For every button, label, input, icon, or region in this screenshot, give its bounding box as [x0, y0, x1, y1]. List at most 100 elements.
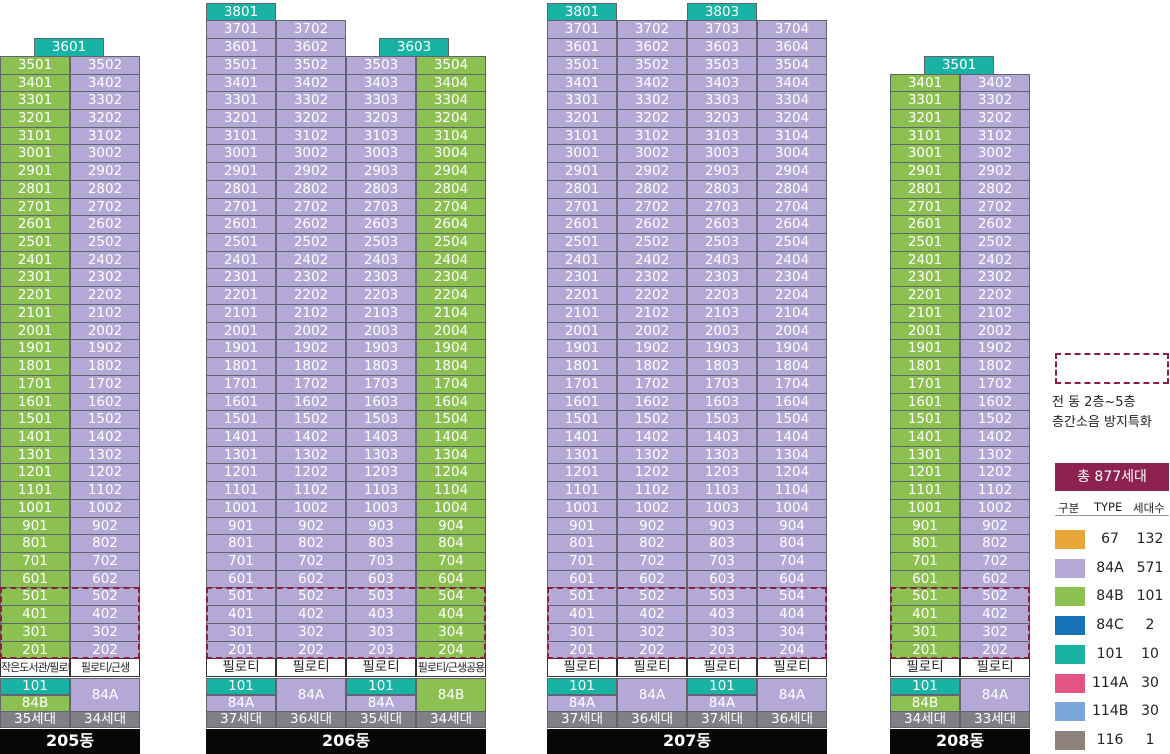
- unit-cell[interactable]: 203: [687, 640, 757, 660]
- unit-cell[interactable]: 2501: [547, 233, 617, 252]
- unit-cell[interactable]: 601: [0, 569, 70, 589]
- unit-cell[interactable]: 1601: [547, 392, 617, 412]
- unit-cell[interactable]: 3304: [757, 91, 827, 110]
- unit-cell[interactable]: 1602: [960, 392, 1030, 412]
- unit-cell[interactable]: 1304: [416, 445, 486, 465]
- unit-cell[interactable]: 3404: [757, 73, 827, 93]
- unit-cell[interactable]: 801: [0, 534, 70, 553]
- unit-cell[interactable]: 2401: [0, 250, 70, 270]
- unit-cell[interactable]: 1604: [416, 392, 486, 412]
- unit-cell[interactable]: 2603: [346, 215, 416, 235]
- unit-cell[interactable]: 2401: [890, 250, 960, 270]
- unit-cell[interactable]: 3501: [0, 55, 70, 75]
- unit-cell[interactable]: 2002: [276, 321, 346, 341]
- unit-cell[interactable]: 3202: [70, 109, 140, 128]
- unit-cell[interactable]: 804: [757, 534, 827, 553]
- unit-cell[interactable]: 3404: [416, 73, 486, 93]
- unit-cell[interactable]: 2402: [617, 250, 687, 270]
- unit-cell[interactable]: 1401: [206, 427, 276, 447]
- unit-cell[interactable]: 3304: [416, 91, 486, 110]
- unit-cell[interactable]: 1701: [547, 374, 617, 394]
- unit-cell[interactable]: 302: [70, 622, 140, 642]
- unit-cell[interactable]: 3403: [687, 73, 757, 93]
- unit-cell[interactable]: 304: [757, 622, 827, 642]
- unit-cell[interactable]: 201: [206, 640, 276, 660]
- unit-cell[interactable]: 3202: [960, 109, 1030, 128]
- unit-cell[interactable]: 1702: [617, 374, 687, 394]
- rooftop-unit[interactable]: 3603: [379, 38, 449, 57]
- unit-cell[interactable]: 1202: [960, 463, 1030, 483]
- unit-cell[interactable]: 2502: [276, 233, 346, 252]
- unit-cell[interactable]: 3601: [206, 38, 276, 57]
- unit-cell[interactable]: 502: [70, 587, 140, 607]
- unit-cell[interactable]: 2704: [757, 197, 827, 217]
- unit-cell[interactable]: 603: [346, 569, 416, 589]
- rooftop-unit[interactable]: 3501: [924, 55, 994, 75]
- unit-cell[interactable]: 1502: [70, 410, 140, 429]
- unit-cell[interactable]: 2601: [0, 215, 70, 235]
- unit-cell[interactable]: 3202: [617, 109, 687, 128]
- unit-cell[interactable]: 1101: [206, 481, 276, 500]
- unit-cell[interactable]: 1603: [687, 392, 757, 412]
- unit-cell[interactable]: 1601: [0, 392, 70, 412]
- unit-cell[interactable]: 2001: [890, 321, 960, 341]
- unit-cell[interactable]: 1902: [960, 339, 1030, 359]
- unit-cell[interactable]: 1502: [960, 410, 1030, 429]
- unit-cell[interactable]: 2503: [346, 233, 416, 252]
- unit-cell[interactable]: 1104: [416, 481, 486, 500]
- unit-cell[interactable]: 2802: [276, 179, 346, 199]
- unit-cell[interactable]: 2903: [346, 162, 416, 181]
- unit-cell[interactable]: 1401: [890, 427, 960, 447]
- unit-cell[interactable]: 1902: [276, 339, 346, 359]
- unit-cell[interactable]: 1704: [416, 374, 486, 394]
- unit-cell[interactable]: 3302: [276, 91, 346, 110]
- unit-cell[interactable]: 2103: [346, 303, 416, 323]
- unit-cell[interactable]: 2202: [276, 286, 346, 305]
- unit-cell[interactable]: 1301: [890, 445, 960, 465]
- unit-cell[interactable]: 3002: [276, 144, 346, 164]
- unit-cell[interactable]: 1704: [757, 374, 827, 394]
- unit-cell[interactable]: 1401: [547, 427, 617, 447]
- unit-cell[interactable]: 1102: [70, 481, 140, 500]
- unit-cell[interactable]: 1401: [0, 427, 70, 447]
- unit-cell[interactable]: 3502: [70, 55, 140, 75]
- unit-cell[interactable]: 1103: [346, 481, 416, 500]
- unit-cell[interactable]: 3001: [890, 144, 960, 164]
- unit-cell[interactable]: 1402: [960, 427, 1030, 447]
- unit-cell[interactable]: 1202: [70, 463, 140, 483]
- unit-cell[interactable]: 2902: [70, 162, 140, 181]
- unit-cell[interactable]: 601: [890, 569, 960, 589]
- unit-cell[interactable]: 804: [416, 534, 486, 553]
- unit-cell[interactable]: 1201: [890, 463, 960, 483]
- unit-cell[interactable]: 2704: [416, 197, 486, 217]
- unit-cell[interactable]: 1701: [0, 374, 70, 394]
- unit-cell[interactable]: 1501: [206, 410, 276, 429]
- unit-cell[interactable]: 1204: [416, 463, 486, 483]
- unit-cell[interactable]: 2501: [206, 233, 276, 252]
- unit-cell[interactable]: 1203: [687, 463, 757, 483]
- unit-cell[interactable]: 2002: [960, 321, 1030, 341]
- unit-cell[interactable]: 2503: [687, 233, 757, 252]
- unit-cell[interactable]: 3402: [617, 73, 687, 93]
- unit-cell[interactable]: 3602: [276, 38, 346, 57]
- unit-cell[interactable]: 3003: [687, 144, 757, 164]
- unit-cell[interactable]: 2404: [416, 250, 486, 270]
- unit-cell[interactable]: 3204: [757, 109, 827, 128]
- unit-cell[interactable]: 1403: [346, 427, 416, 447]
- unit-cell[interactable]: 1304: [757, 445, 827, 465]
- unit-cell[interactable]: 2702: [617, 197, 687, 217]
- unit-cell[interactable]: 1501: [0, 410, 70, 429]
- unit-cell[interactable]: 801: [890, 534, 960, 553]
- unit-cell[interactable]: 2003: [687, 321, 757, 341]
- unit-cell[interactable]: 3502: [617, 55, 687, 75]
- unit-cell[interactable]: 3201: [206, 109, 276, 128]
- unit-cell[interactable]: 2902: [617, 162, 687, 181]
- unit-cell[interactable]: 3703: [687, 20, 757, 40]
- unit-cell[interactable]: 2403: [687, 250, 757, 270]
- unit-cell[interactable]: 2501: [0, 233, 70, 252]
- unit-cell[interactable]: 1501: [890, 410, 960, 429]
- unit-cell[interactable]: 2902: [960, 162, 1030, 181]
- unit-cell[interactable]: 1801: [0, 357, 70, 376]
- unit-cell[interactable]: 403: [346, 605, 416, 624]
- unit-cell[interactable]: 902: [70, 516, 140, 536]
